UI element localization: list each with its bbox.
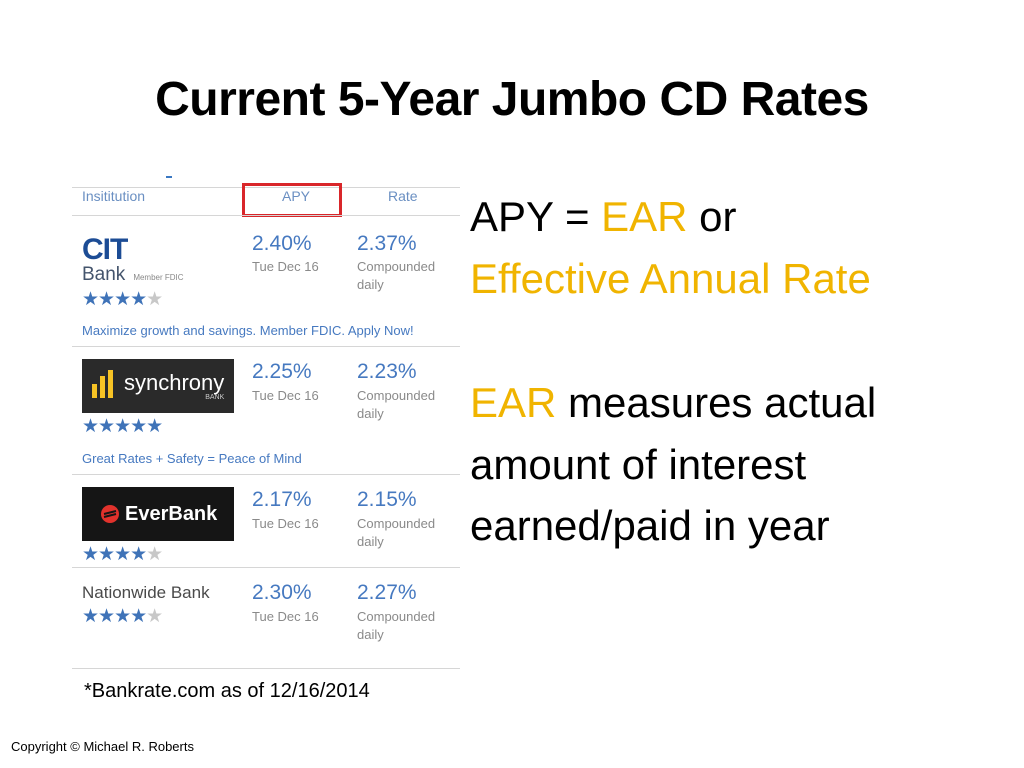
everbank-logo-text: EverBank: [125, 502, 218, 525]
apy-date: Tue Dec 16: [252, 516, 319, 531]
rate-note-line2: daily: [357, 406, 384, 421]
slide-title: Current 5-Year Jumbo CD Rates: [155, 73, 869, 126]
ear-description-line1: EAR measures actual: [470, 379, 877, 426]
rate-note-line2: daily: [357, 534, 384, 549]
rate-note-line1: Compounded: [357, 609, 436, 624]
rate-note-line2: daily: [357, 277, 384, 292]
apy-definition-line1: APY = EAR or: [470, 193, 737, 240]
rate-value: 2.15%: [357, 488, 417, 511]
rate-note-line2: daily: [357, 627, 384, 642]
apy-date: Tue Dec 16: [252, 259, 319, 274]
apy-value: 2.17%: [252, 488, 312, 511]
rating-stars: ★★★★★: [82, 289, 163, 310]
cit-fdic-badge: Member FDIC: [133, 273, 184, 282]
cit-logo-text: CIT: [82, 233, 128, 266]
source-footnote: *Bankrate.com as of 12/16/2014: [84, 680, 370, 702]
rate-value: 2.27%: [357, 581, 417, 604]
synchrony-logo-sub: BANK: [205, 393, 225, 401]
everbank-mark-icon: [101, 505, 119, 523]
row-divider: [72, 474, 460, 475]
rate-note-line1: Compounded: [357, 516, 436, 531]
row-divider: [72, 567, 460, 568]
promo-link[interactable]: Maximize growth and savings. Member FDIC…: [82, 323, 414, 338]
copyright-notice: Copyright © Michael R. Roberts: [11, 739, 194, 754]
rating-stars: ★★★★★: [82, 606, 163, 627]
apy-value: 2.30%: [252, 581, 312, 604]
apy-value: 2.40%: [252, 232, 312, 255]
promo-link[interactable]: Great Rates + Safety = Peace of Mind: [82, 451, 302, 466]
rate-note-line1: Compounded: [357, 388, 436, 403]
cit-logo-sub: Bank: [82, 264, 126, 285]
ear-description-line3: earned/paid in year: [470, 502, 830, 549]
apy-date: Tue Dec 16: [252, 388, 319, 403]
ear-description-line2: amount of interest: [470, 441, 807, 488]
synchrony-logo-text: synchrony: [124, 369, 225, 395]
apy-date: Tue Dec 16: [252, 609, 319, 624]
nationwide-bank-name: Nationwide Bank: [82, 583, 210, 602]
synchrony-logo: synchrony BANK: [82, 359, 234, 413]
apy-definition-line2: Effective Annual Rate: [470, 255, 871, 302]
rate-value: 2.23%: [357, 360, 417, 383]
cit-bank-logo: CIT Bank Member FDIC: [82, 233, 184, 289]
rate-value: 2.37%: [357, 232, 417, 255]
everbank-logo: EverBank: [82, 487, 234, 541]
rating-stars: ★★★★★: [82, 544, 163, 565]
rate-note-line1: Compounded: [357, 259, 436, 274]
header-rate: Rate: [388, 188, 418, 204]
cd-rates-table: Insititution APY Rate CIT Bank Member FDI…: [72, 176, 460, 670]
header-institution: Insititution: [82, 188, 146, 204]
table-top-mark: [166, 176, 172, 178]
apy-highlight-box: [242, 183, 342, 217]
header-bottom-divider: [72, 215, 460, 216]
row-divider: [72, 346, 460, 347]
rating-stars: ★★★★★: [82, 416, 163, 437]
header-top-divider: [72, 187, 460, 188]
apy-value: 2.25%: [252, 360, 312, 383]
header-apy: APY: [282, 188, 311, 204]
synchrony-bars-icon: [92, 370, 113, 398]
table-bottom-divider: [72, 668, 460, 669]
